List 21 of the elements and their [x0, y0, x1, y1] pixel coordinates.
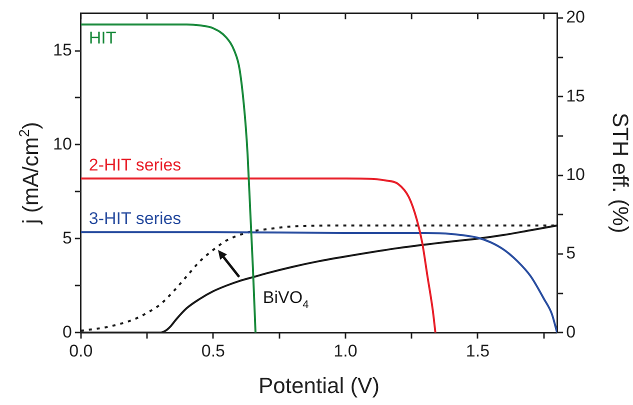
x-tick-label: 0.0 [69, 341, 93, 360]
y2-tick-label: 10 [566, 164, 586, 184]
x-tick-label: 1.5 [466, 341, 490, 360]
series-label: 2-HIT series [88, 156, 182, 175]
y2-axis-title: STH eff. (%) [608, 112, 633, 234]
line-series [80, 23, 257, 333]
y-axis-title: j (mA/cm2) [17, 122, 43, 225]
y2-tick-label: 15 [566, 86, 586, 106]
y-tick-label: 5 [62, 228, 72, 248]
x-tick-label: 0.5 [201, 341, 225, 360]
line-series [80, 178, 436, 333]
y-tick-label: 0 [62, 322, 72, 342]
y2-tick-label: 0 [566, 322, 576, 342]
y-tick-label: 15 [52, 40, 72, 60]
series-label: 3-HIT series [88, 209, 182, 228]
y2-tick-label: 5 [566, 244, 576, 263]
x-tick-label: 1.0 [334, 341, 358, 360]
y2-tick-label: 20 [566, 8, 586, 27]
series-label: HIT [88, 28, 116, 48]
y-tick-label: 10 [52, 134, 72, 154]
x-axis-title: Potential (V) [258, 373, 380, 398]
